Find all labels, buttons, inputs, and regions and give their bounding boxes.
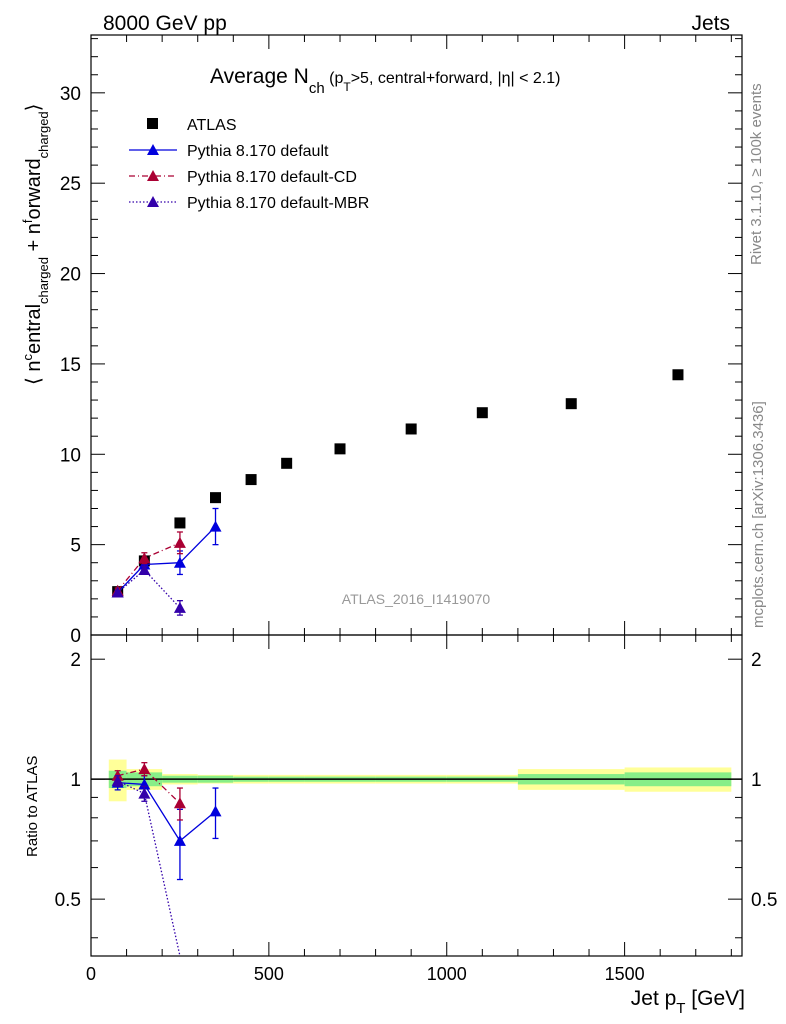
series-default-line xyxy=(117,526,216,593)
legend-cd-marker xyxy=(147,170,159,181)
rivet-version-label: Rivet 3.1.10, ≥ 100k events xyxy=(748,83,765,265)
svg-text:⟨ ncentralcharged + nforwardch: ⟨ ncentralcharged + nforwardcharged⟩ xyxy=(20,104,51,385)
series-mbr-point xyxy=(111,586,124,598)
series-mbr-ratio-line xyxy=(117,780,181,957)
series-mbr-point xyxy=(138,563,151,575)
top-y-tick-label: 30 xyxy=(60,84,81,105)
legend-atlas-marker xyxy=(147,118,158,129)
series-default-ratio-point xyxy=(173,834,186,846)
top-y-tick-label: 20 xyxy=(60,265,81,286)
series-cd-ratio-point xyxy=(173,797,186,809)
ratio-plot-frame xyxy=(90,634,743,957)
atlas-data-point xyxy=(334,443,346,455)
ratio-y-tick-label-right: 0.5 xyxy=(751,890,777,911)
ratio-y-tick-label-left: 2 xyxy=(70,650,81,671)
mcplots-label: mcplots.cern.ch [arXiv:1306.3436] xyxy=(750,401,767,628)
legend-mbr-marker xyxy=(147,196,159,207)
top-y-tick-label: 5 xyxy=(70,536,81,557)
legend-default-marker xyxy=(147,144,159,155)
top-y-tick-label: 0 xyxy=(70,626,81,647)
series-mbr-ratio-point xyxy=(138,787,151,799)
process-label: Jets xyxy=(691,12,730,35)
legend-atlas-label: ATLAS xyxy=(187,117,237,134)
ratio-y-tick-label-left: 1 xyxy=(70,770,81,791)
series-default-point xyxy=(173,556,186,568)
atlas-data-point xyxy=(174,517,186,529)
series-mbr-ratio-point xyxy=(111,774,124,786)
plot-title: Average Nch (pT>5, central+forward, |η| … xyxy=(210,65,560,97)
atlas-data-point xyxy=(210,492,222,504)
atlas-data-point xyxy=(405,423,417,435)
series-default-point xyxy=(209,520,222,532)
series-default-ratio-line xyxy=(117,782,216,842)
series-mbr-point xyxy=(173,601,186,613)
ratio-y-tick-label-right: 1 xyxy=(751,770,762,791)
top-y-axis-label: ⟨ ncentralcharged + nforwardcharged⟩ xyxy=(20,104,51,385)
legend-mbr-label: Pythia 8.170 default-MBR xyxy=(187,195,369,212)
series-cd-point xyxy=(138,552,151,564)
atlas-data-point xyxy=(476,407,488,419)
energy-label: 8000 GeV pp xyxy=(103,12,227,35)
ratio-y-tick-label-left: 0.5 xyxy=(55,890,81,911)
x-tick-label: 1000 xyxy=(427,964,467,984)
legend: ATLAS Pythia 8.170 default Pythia 8.170 … xyxy=(129,117,369,212)
atlas-data-point xyxy=(672,369,684,381)
x-tick-label: 500 xyxy=(254,964,284,984)
series-mbr-line xyxy=(117,569,181,609)
x-axis-label: Jet pT [GeV] xyxy=(631,987,745,1017)
ratio-uncertainty-bands xyxy=(91,759,742,802)
series-cd-ratio-point xyxy=(138,763,151,775)
series-cd-point xyxy=(173,536,186,548)
legend-cd-label: Pythia 8.170 default-CD xyxy=(187,169,357,186)
legend-default-label: Pythia 8.170 default xyxy=(187,143,329,160)
ratio-y-axis-label: Ratio to ATLAS xyxy=(24,756,41,857)
analysis-watermark: ATLAS_2016_I1419070 xyxy=(342,591,491,607)
top-y-tick-label: 10 xyxy=(60,445,81,466)
x-tick-label: 1500 xyxy=(605,964,645,984)
atlas-data-point xyxy=(245,474,257,486)
top-y-tick-label: 15 xyxy=(60,355,81,376)
top-y-tick-label: 25 xyxy=(60,174,81,195)
series-default-ratio-point xyxy=(209,805,222,817)
ratio-y-tick-label-right: 2 xyxy=(751,650,762,671)
atlas-data-point xyxy=(565,398,577,410)
atlas-data-point xyxy=(281,457,293,469)
x-tick-label: 0 xyxy=(86,964,96,984)
